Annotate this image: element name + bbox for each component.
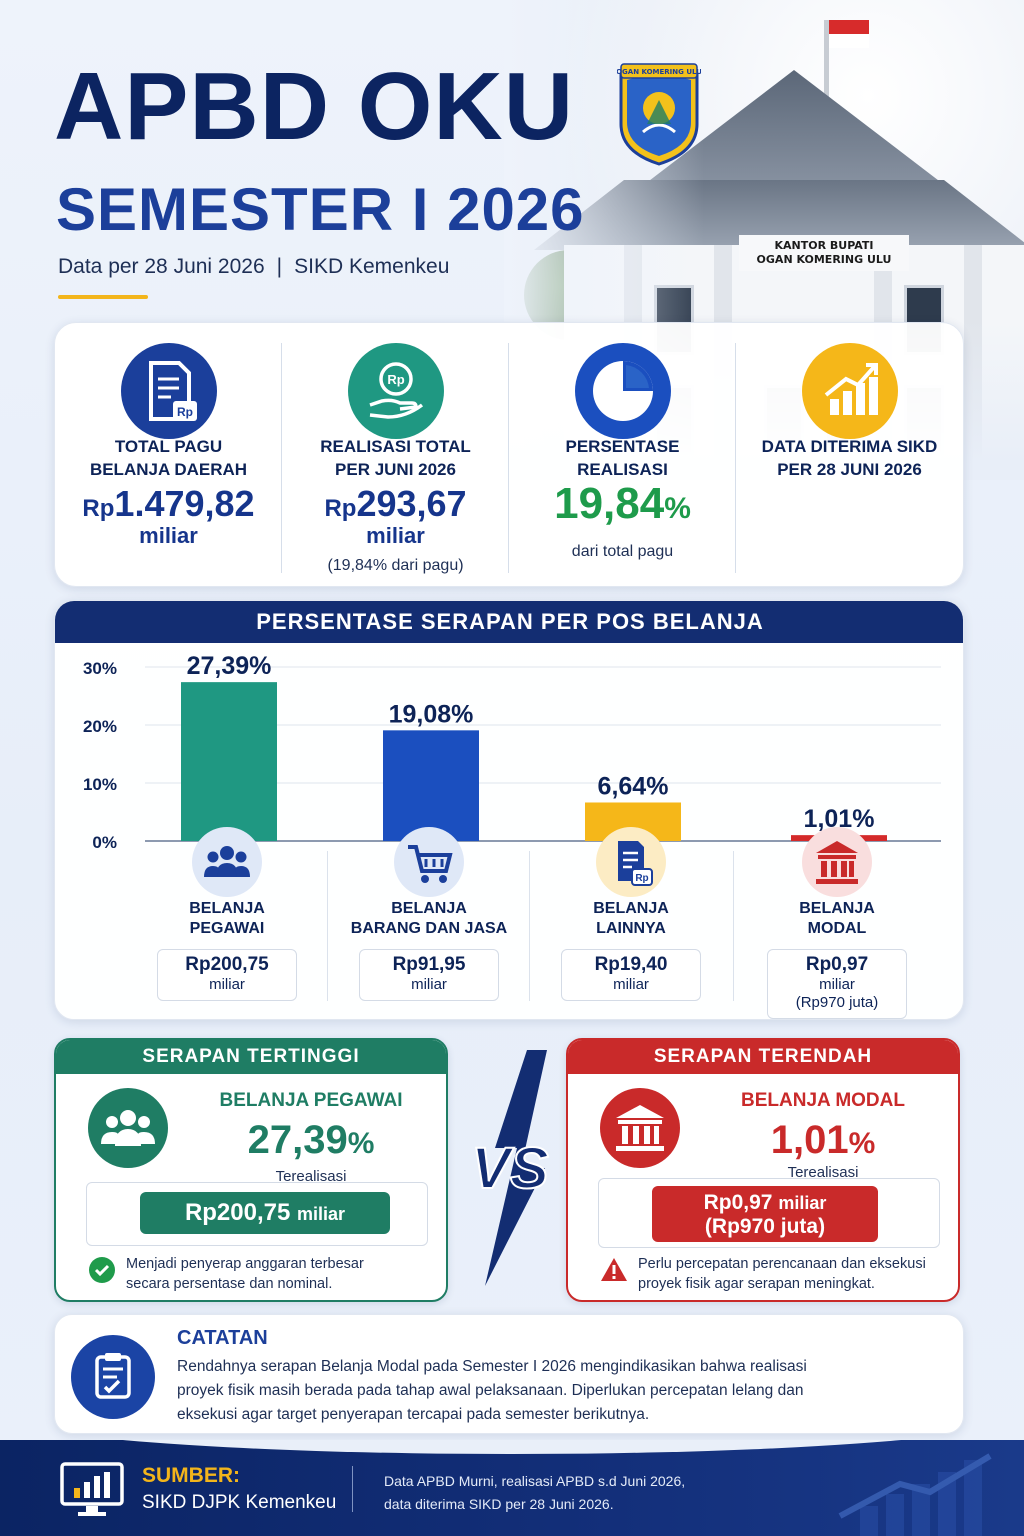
kpi-card: Rp TOTAL PAGU BELANJA DAERAH Rp1.479,82 m… xyxy=(54,322,964,587)
source-note: Data APBD Murni, realisasi APBD s.d Juni… xyxy=(384,1473,686,1512)
lowest-title: BELANJA MODAL xyxy=(741,1090,905,1111)
category-belanja-pegawai: BELANJA PEGAWAI Rp200,75 miliar xyxy=(127,827,327,1001)
amount-box: Rp91,95 miliar xyxy=(359,949,499,1001)
growth-chart-icon xyxy=(801,343,898,439)
bar-value-label: 19,08% xyxy=(389,700,474,728)
kpi-unit: miliar xyxy=(366,523,425,548)
pie-icon xyxy=(574,343,671,439)
hand-rp-icon: Rp xyxy=(347,343,444,439)
svg-text:Rp: Rp xyxy=(387,372,404,387)
cart-icon xyxy=(394,827,464,897)
category-belanja-lainnya: Rp BELANJA LAINNYA Rp19,40 miliar xyxy=(531,827,731,1001)
lowest-header: SERAPAN TERENDAH xyxy=(568,1040,958,1074)
kpi-label: TOTAL PAGU BELANJA DAERAH xyxy=(89,437,248,479)
kpi-label: REALISASI TOTAL PER JUNI 2026 xyxy=(320,437,471,479)
note-card: CATATAN Rendahnya serapan Belanja Modal … xyxy=(54,1314,964,1434)
check-circle-icon xyxy=(89,1257,115,1283)
kpi-label: PERSENTASE REALISASI xyxy=(565,437,680,479)
svg-text:VS: VS xyxy=(471,1136,549,1201)
y-tick-label: 20% xyxy=(83,717,117,736)
growth-arrow-icon xyxy=(838,1453,992,1536)
bar-chart: 0%10%20%30% 27,39%19,08%6,64%1,01% xyxy=(83,652,941,851)
bank-icon xyxy=(600,1088,680,1168)
highest-amount: Rp200,75 miliar xyxy=(140,1192,390,1234)
document-rp-icon: Rp xyxy=(596,827,666,897)
kpi-value: 19,84% xyxy=(554,479,691,528)
svg-text:Rp: Rp xyxy=(177,405,193,419)
monitor-chart-icon xyxy=(60,1462,124,1516)
source-label: SUMBER: xyxy=(142,1464,240,1487)
lowest-absorption-card: SERAPAN TERENDAH BELANJA MODAL 1,01% Ter… xyxy=(566,1038,960,1302)
source-value: SIKD DJPK Kemenkeu xyxy=(142,1492,337,1513)
kpi-note: dari total pagu xyxy=(571,543,674,560)
y-tick-label: 30% xyxy=(83,659,117,678)
lowest-amount: Rp0,97 miliar (Rp970 juta) xyxy=(652,1186,878,1242)
oku-emblem-logo: OGAN KOMERING ULU xyxy=(617,63,701,166)
kpi-note: (19,84% dari pagu) xyxy=(327,557,464,574)
kpi-label: DATA DITERIMA SIKD PER 28 JUNI 2026 xyxy=(761,437,938,479)
lowest-percent: 1,01% xyxy=(770,1118,876,1162)
kpi-persentase-realisasi: PERSENTASE REALISASI 19,84% dari total pa… xyxy=(509,323,736,588)
clipboard-check-icon xyxy=(71,1335,155,1419)
chart-card: PERSENTASE SERAPAN PER POS BELANJA 0% 10%… xyxy=(54,600,964,1020)
footer: SUMBER: SIKD DJPK Kemenkeu Data APBD Mur… xyxy=(0,1440,1024,1536)
bar-value-label: 6,64% xyxy=(598,772,669,800)
lowest-note: Perlu percepatan perencanaan dan eksekus… xyxy=(638,1256,926,1292)
highest-absorption-card: SERAPAN TERTINGGI BELANJA PEGAWAI 27,39%… xyxy=(54,1038,448,1302)
y-tick-label: 10% xyxy=(83,775,117,794)
kpi-data-diterima: DATA DITERIMA SIKD PER 28 JUNI 2026 xyxy=(736,323,963,588)
realized-label: Terealisasi xyxy=(787,1164,859,1181)
kpi-value: Rp1.479,82 xyxy=(82,483,255,524)
warning-icon xyxy=(601,1258,627,1281)
highest-note: Menjadi penyerap anggaran terbesar secara… xyxy=(126,1256,364,1292)
vs-lightning-icon: VS xyxy=(470,1050,550,1286)
accent-bar xyxy=(58,295,148,299)
flag-icon xyxy=(829,20,869,34)
page-title: APBD OKU xyxy=(54,53,575,160)
people-icon xyxy=(88,1088,168,1168)
amount-box: Rp200,75 miliar xyxy=(157,949,297,1001)
svg-text:OGAN KOMERING ULU: OGAN KOMERING ULU xyxy=(617,68,701,76)
highest-percent: 27,39% xyxy=(247,1118,375,1162)
category-belanja-barang-jasa: BELANJA BARANG DAN JASA Rp91,95 miliar xyxy=(329,827,529,1001)
bar-value-label: 27,39% xyxy=(187,652,272,680)
kpi-total-pagu: Rp TOTAL PAGU BELANJA DAERAH Rp1.479,82 m… xyxy=(55,323,282,588)
highest-header: SERAPAN TERTINGGI xyxy=(56,1040,446,1074)
highest-title: BELANJA PEGAWAI xyxy=(219,1090,403,1111)
realized-label: Terealisasi xyxy=(275,1168,347,1185)
data-source: SIKD Kemenkeu xyxy=(294,255,450,278)
note-title: CATATAN xyxy=(177,1327,268,1349)
building-sign: KANTOR BUPATI OGAN KOMERING ULU xyxy=(739,235,909,271)
y-tick-label: 0% xyxy=(92,833,117,851)
kpi-realisasi-total: Rp REALISASI TOTAL PER JUNI 2026 Rp293,67… xyxy=(282,323,509,588)
amount-box: Rp19,40 miliar xyxy=(561,949,701,1001)
bar xyxy=(383,730,479,841)
bar xyxy=(181,682,277,841)
data-date: Data per 28 Juni 2026 xyxy=(58,255,265,278)
category-belanja-modal: BELANJA MODAL Rp0,97 miliar (Rp970 juta) xyxy=(737,827,937,1019)
chart-title: PERSENTASE SERAPAN PER POS BELANJA xyxy=(55,601,963,643)
svg-text:Rp: Rp xyxy=(635,873,648,884)
page-subtitle: SEMESTER I 2026 xyxy=(56,176,585,243)
amount-box: Rp0,97 miliar (Rp970 juta) xyxy=(767,949,907,1019)
kpi-unit: miliar xyxy=(139,523,198,548)
people-icon xyxy=(192,827,262,897)
kpi-value: Rp293,67 xyxy=(324,483,467,524)
data-date-line: Data per 28 Juni 2026 | SIKD Kemenkeu xyxy=(58,255,450,278)
note-body: Rendahnya serapan Belanja Modal pada Sem… xyxy=(177,1358,807,1423)
document-rp-icon: Rp xyxy=(120,343,217,439)
bank-icon xyxy=(802,827,872,897)
